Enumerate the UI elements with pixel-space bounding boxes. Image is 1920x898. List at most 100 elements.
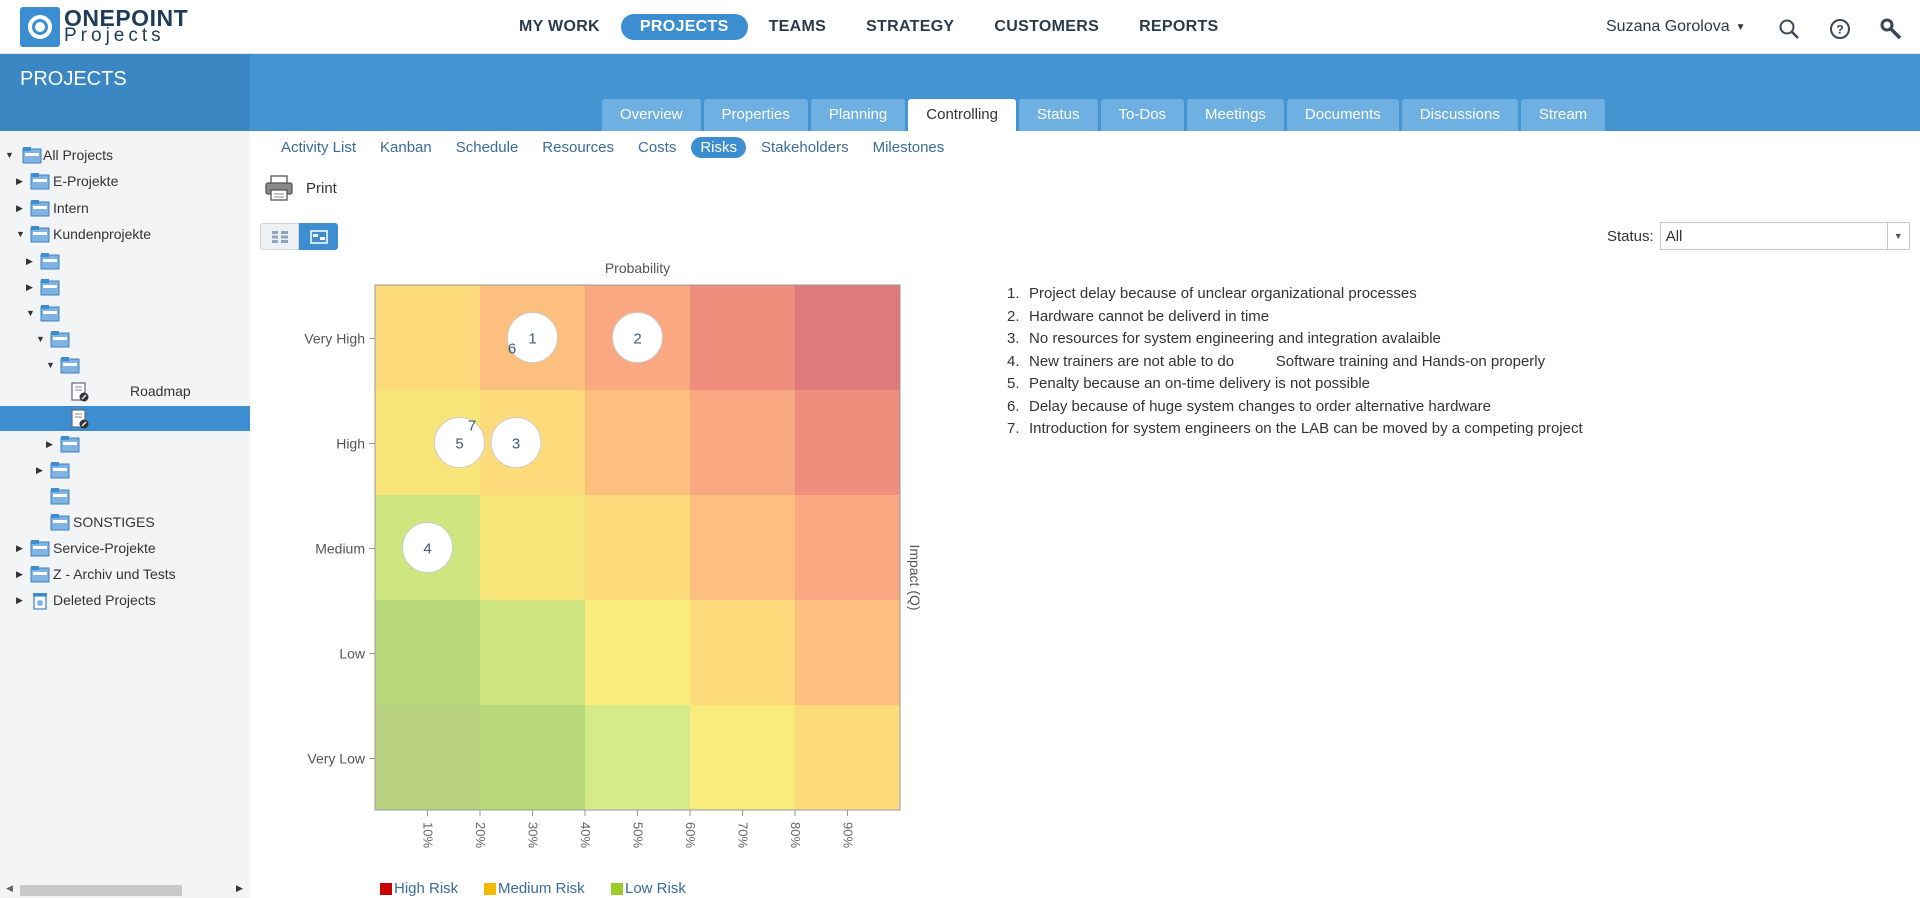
risk-point-3[interactable] <box>490 417 542 468</box>
tab-stream[interactable]: Stream <box>1520 99 1606 131</box>
tools-icon[interactable] <box>1880 18 1902 40</box>
nav-reports[interactable]: REPORTS <box>1139 18 1219 35</box>
risk-list-item[interactable]: 4. New trainers are not able to do Softwa… <box>1007 351 1583 374</box>
matrix-cell[interactable] <box>690 390 795 495</box>
risk-point-4[interactable] <box>402 522 453 573</box>
chevron-down-icon[interactable]: ▼ <box>1886 223 1909 249</box>
risk-point-5[interactable] <box>434 417 485 468</box>
risk-point-label[interactable]: 4 <box>423 541 431 558</box>
nav-my-work[interactable]: MY WORK <box>519 18 600 35</box>
collapse-arrow-icon[interactable]: ▼ <box>16 229 25 239</box>
help-icon[interactable]: ? <box>1829 18 1851 40</box>
tree-item-kundenprojekte[interactable]: ▼ Kundenprojekte <box>0 222 250 246</box>
user-menu[interactable]: Suzana Gorolova ▼ <box>1606 18 1746 36</box>
tab-status[interactable]: Status <box>1019 99 1098 131</box>
tree-item-e-projekte[interactable]: ▶ E-Projekte <box>0 169 250 193</box>
onepoint-logo[interactable]: ONEPOINT Projects <box>20 7 188 47</box>
risk-list-item[interactable]: 3. No resources for system engineering an… <box>1007 328 1583 351</box>
matrix-cell[interactable] <box>375 705 480 810</box>
scroll-right-icon[interactable]: ▶ <box>236 883 243 893</box>
matrix-cell[interactable] <box>795 390 900 495</box>
tree-item[interactable]: ▼ <box>0 301 250 325</box>
risk-list-item[interactable]: 6. Delay because of huge system changes t… <box>1007 396 1583 419</box>
risk-point-1[interactable] <box>507 312 558 363</box>
risk-list-item[interactable]: 7. Introduction for system engineers on t… <box>1007 418 1583 441</box>
risk-point-label[interactable]: 3 <box>512 436 520 453</box>
matrix-cell[interactable] <box>585 390 690 495</box>
risk-list-item[interactable]: 1. Project delay because of unclear organ… <box>1007 283 1583 306</box>
horizontal-scrollbar[interactable]: ◀ ▶ <box>0 881 250 898</box>
tree-item[interactable]: ▶ <box>0 275 250 299</box>
risk-point-label[interactable]: 6 <box>508 341 516 358</box>
tree-item[interactable]: ▼ <box>0 353 250 377</box>
tree-item-sonstiges[interactable]: SONSTIGES <box>0 510 250 534</box>
matrix-cell[interactable] <box>480 600 585 705</box>
tab-meetings[interactable]: Meetings <box>1187 99 1284 131</box>
matrix-view-button[interactable] <box>299 223 338 250</box>
tab-planning[interactable]: Planning <box>810 99 906 131</box>
nav-strategy[interactable]: STRATEGY <box>866 18 955 35</box>
tree-item[interactable]: ▶ <box>0 432 250 456</box>
tab-discussions[interactable]: Discussions <box>1401 99 1518 131</box>
tab-overview[interactable]: Overview <box>602 99 701 131</box>
subtab-resources[interactable]: Resources <box>542 139 614 156</box>
tab-documents[interactable]: Documents <box>1286 99 1399 131</box>
user-name[interactable]: Suzana Gorolova <box>1606 18 1730 35</box>
risk-point-2[interactable] <box>612 312 663 363</box>
caret-down-icon[interactable]: ▼ <box>1735 21 1746 33</box>
expand-arrow-icon[interactable]: ▶ <box>16 543 23 553</box>
expand-arrow-icon[interactable]: ▶ <box>36 465 43 475</box>
risk-point-label[interactable]: 2 <box>633 331 641 348</box>
search-icon[interactable] <box>1778 18 1800 40</box>
expand-arrow-icon[interactable]: ▶ <box>46 439 53 449</box>
matrix-cell[interactable] <box>585 495 690 600</box>
nav-teams[interactable]: TEAMS <box>768 18 827 35</box>
collapse-arrow-icon[interactable]: ▼ <box>36 334 45 344</box>
risk-point-label[interactable]: 5 <box>455 436 463 453</box>
matrix-cell[interactable] <box>795 600 900 705</box>
collapse-arrow-icon[interactable]: ▼ <box>5 150 14 160</box>
tree-item[interactable]: ▼ <box>0 327 250 351</box>
tree-item-roadmap[interactable]: Roadmap <box>0 379 250 403</box>
matrix-cell[interactable] <box>375 600 480 705</box>
risk-point-label[interactable]: 1 <box>528 331 536 348</box>
tree-item-deleted-projects[interactable]: ▶ Deleted Projects <box>0 588 250 612</box>
collapse-arrow-icon[interactable]: ▼ <box>46 360 55 370</box>
risk-list-item[interactable]: 2. Hardware cannot be deliverd in time <box>1007 306 1583 329</box>
matrix-cell[interactable] <box>585 600 690 705</box>
matrix-cell[interactable] <box>690 285 795 390</box>
matrix-cell[interactable] <box>690 495 795 600</box>
matrix-cell[interactable] <box>795 705 900 810</box>
status-select[interactable]: All ▼ <box>1659 222 1910 250</box>
list-view-button[interactable] <box>260 223 299 250</box>
print-label[interactable]: Print <box>306 179 337 197</box>
collapse-arrow-icon[interactable]: ▼ <box>26 308 35 318</box>
subtab-costs[interactable]: Costs <box>638 139 677 156</box>
expand-arrow-icon[interactable]: ▶ <box>16 176 23 186</box>
matrix-cell[interactable] <box>690 600 795 705</box>
tab-controlling[interactable]: Controlling <box>908 99 1016 131</box>
nav-projects[interactable]: PROJECTS <box>620 14 748 40</box>
tree-item[interactable] <box>0 406 250 430</box>
expand-arrow-icon[interactable]: ▶ <box>16 569 23 579</box>
expand-arrow-icon[interactable]: ▶ <box>26 282 33 292</box>
risk-point-label[interactable]: 7 <box>468 418 476 435</box>
tree-item[interactable]: ▶ <box>0 249 250 273</box>
tree-item-z-archiv-und-tests[interactable]: ▶ Z - Archiv und Tests <box>0 562 250 586</box>
tree-item[interactable] <box>0 484 250 508</box>
subtab-activity-list[interactable]: Activity List <box>281 139 357 156</box>
expand-arrow-icon[interactable]: ▶ <box>26 256 33 266</box>
tree-item-service-projekte[interactable]: ▶ Service-Projekte <box>0 536 250 560</box>
matrix-cell[interactable] <box>795 495 900 600</box>
print-button[interactable]: Print <box>264 174 337 202</box>
tree-item-intern[interactable]: ▶ Intern <box>0 196 250 220</box>
tree-item[interactable]: ▶ <box>0 458 250 482</box>
matrix-cell[interactable] <box>480 495 585 600</box>
matrix-cell[interactable] <box>375 285 480 390</box>
tab-properties[interactable]: Properties <box>703 99 808 131</box>
risk-list-item[interactable]: 5. Penalty because an on-time delivery is… <box>1007 373 1583 396</box>
scroll-left-icon[interactable]: ◀ <box>6 883 13 893</box>
matrix-cell[interactable] <box>795 285 900 390</box>
expand-arrow-icon[interactable]: ▶ <box>16 595 23 605</box>
matrix-cell[interactable] <box>480 705 585 810</box>
